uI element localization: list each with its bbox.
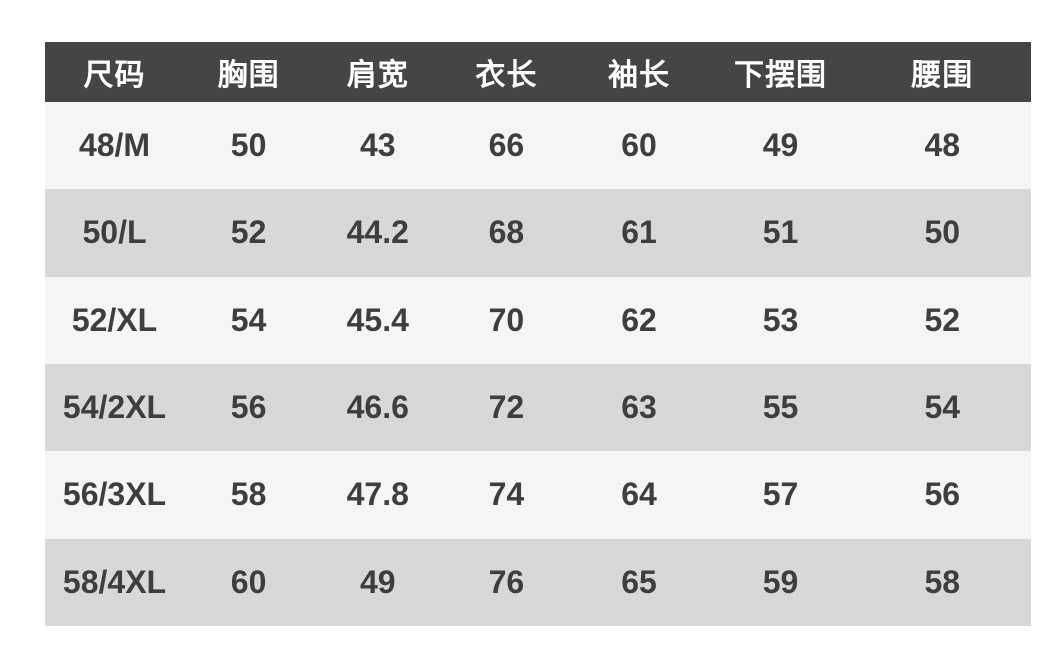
header-row: 尺码 胸围 肩宽 衣长 袖长 下摆围 腰围: [45, 42, 1031, 102]
cell-length: 66: [488, 127, 525, 164]
header-cell-size: 尺码: [45, 42, 185, 102]
cell-size: 54/2XL: [62, 389, 167, 426]
cell-sleeve: 63: [621, 389, 657, 426]
cell-chest: 58: [230, 476, 267, 513]
cell-sleeve: 61: [621, 214, 657, 251]
cell-waist: 54: [924, 389, 961, 426]
cell-shoulder: 46.6: [346, 389, 409, 426]
cell-shoulder: 43: [359, 127, 396, 164]
cell-size: 56/3XL: [62, 476, 167, 513]
cell-length: 74: [488, 476, 525, 513]
cell-hem: 51: [762, 214, 799, 251]
cell-size: 52/XL: [71, 301, 158, 338]
cell-shoulder: 45.4: [346, 301, 409, 338]
cell-chest: 52: [230, 214, 267, 251]
cell-waist: 58: [924, 563, 961, 600]
cell-sleeve: 65: [621, 563, 657, 600]
table-row: 56/3XL 58 47.8 74 64 57 56: [45, 451, 1031, 539]
cell-chest: 54: [230, 301, 267, 338]
cell-shoulder: 49: [359, 563, 396, 600]
cell-sleeve: 60: [621, 127, 657, 164]
size-chart-table: 尺码 胸围 肩宽 衣长 袖长 下摆围 腰围 48/M 50 43 66 60 4…: [45, 42, 1031, 626]
cell-shoulder: 47.8: [346, 476, 409, 513]
header-cell-waist: 腰围: [853, 42, 1031, 102]
cell-waist: 48: [924, 127, 961, 164]
cell-length: 76: [488, 563, 525, 600]
cell-size: 58/4XL: [62, 563, 167, 600]
cell-waist: 52: [924, 301, 961, 338]
cell-size: 48/M: [78, 127, 151, 164]
header-cell-hem: 下摆围: [707, 42, 854, 102]
table-row: 58/4XL 60 49 76 65 59 58: [45, 538, 1031, 626]
cell-chest: 56: [230, 389, 267, 426]
table-row: 50/L 52 44.2 68 61 51 50: [45, 189, 1031, 277]
cell-length: 70: [488, 301, 525, 338]
cell-hem: 49: [762, 127, 799, 164]
cell-size: 50/L: [82, 214, 147, 251]
table-row: 48/M 50 43 66 60 49 48: [45, 102, 1031, 190]
cell-shoulder: 44.2: [346, 214, 409, 251]
cell-waist: 56: [924, 476, 961, 513]
cell-chest: 60: [230, 563, 267, 600]
cell-chest: 50: [230, 127, 267, 164]
cell-length: 72: [488, 389, 525, 426]
cell-hem: 59: [762, 563, 799, 600]
header-cell-shoulder: 肩宽: [313, 42, 443, 102]
table-row: 52/XL 54 45.4 70 62 53 52: [45, 276, 1031, 364]
cell-length: 68: [488, 214, 525, 251]
table-row: 54/2XL 56 46.6 72 63 55 54: [45, 363, 1031, 452]
header-cell-chest: 胸围: [184, 42, 314, 102]
size-chart: 尺码 胸围 肩宽 衣长 袖长 下摆围 腰围 48/M 50 43 66 60 4…: [45, 42, 1031, 626]
cell-sleeve: 64: [621, 476, 657, 513]
cell-hem: 57: [762, 476, 799, 513]
header-cell-length: 衣长: [442, 42, 571, 102]
cell-hem: 55: [762, 389, 799, 426]
cell-sleeve: 62: [621, 301, 657, 338]
cell-hem: 53: [762, 301, 799, 338]
header-cell-sleeve: 袖长: [570, 42, 708, 102]
cell-waist: 50: [924, 214, 961, 251]
